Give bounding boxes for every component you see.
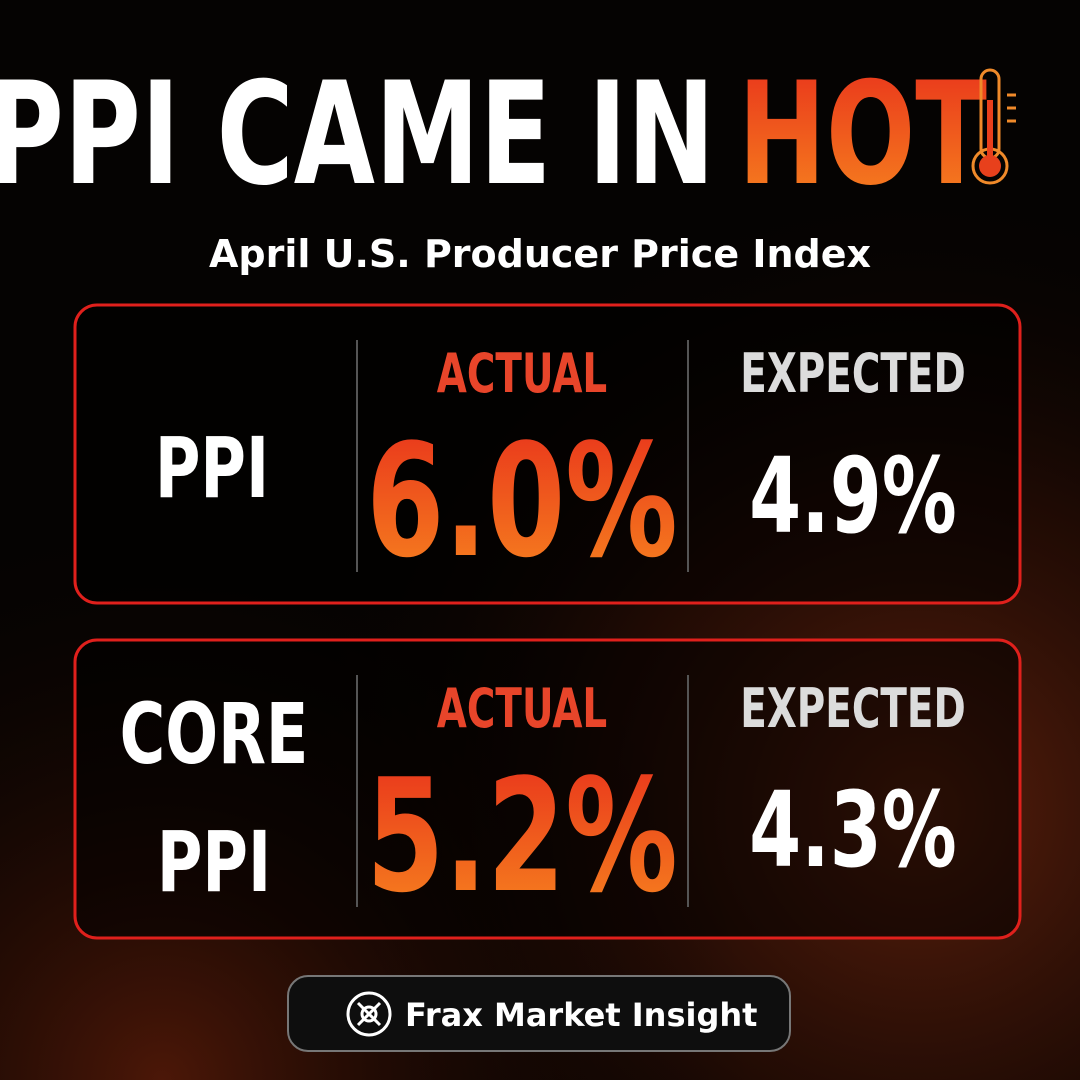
- actual-value: 5.2%: [366, 747, 677, 928]
- row-card: CORE PPI ACTUAL 5.2% EXPECTED 4.3%: [73, 638, 1022, 940]
- actual-label: ACTUAL: [437, 678, 607, 741]
- footer-badge: Frax Market Insight: [287, 975, 791, 1052]
- expected-label: EXPECTED: [740, 678, 965, 741]
- actual-label: ACTUAL: [437, 343, 607, 406]
- row-card: PPI ACTUAL 6.0% EXPECTED 4.9%: [73, 303, 1022, 605]
- card-border: [73, 638, 1022, 940]
- title: PPI CAME IN: [0, 52, 715, 217]
- brand-logo: [346, 991, 392, 1037]
- thermometer-icon: [971, 68, 1016, 185]
- row-label: CORE: [120, 686, 309, 784]
- actual-value: 6.0%: [366, 412, 677, 593]
- expected-value: 4.9%: [749, 437, 957, 558]
- title-highlight: HOT: [738, 52, 987, 217]
- expected-value: 4.3%: [749, 771, 957, 892]
- subtitle: April U.S. Producer Price Index: [209, 232, 871, 276]
- expected-label: EXPECTED: [740, 343, 965, 406]
- row-label: PPI: [155, 420, 269, 518]
- badge-border: [287, 975, 791, 1052]
- brand-name: Frax Market Insight: [405, 996, 757, 1034]
- row-label: PPI: [157, 814, 271, 912]
- card-border: [73, 303, 1022, 605]
